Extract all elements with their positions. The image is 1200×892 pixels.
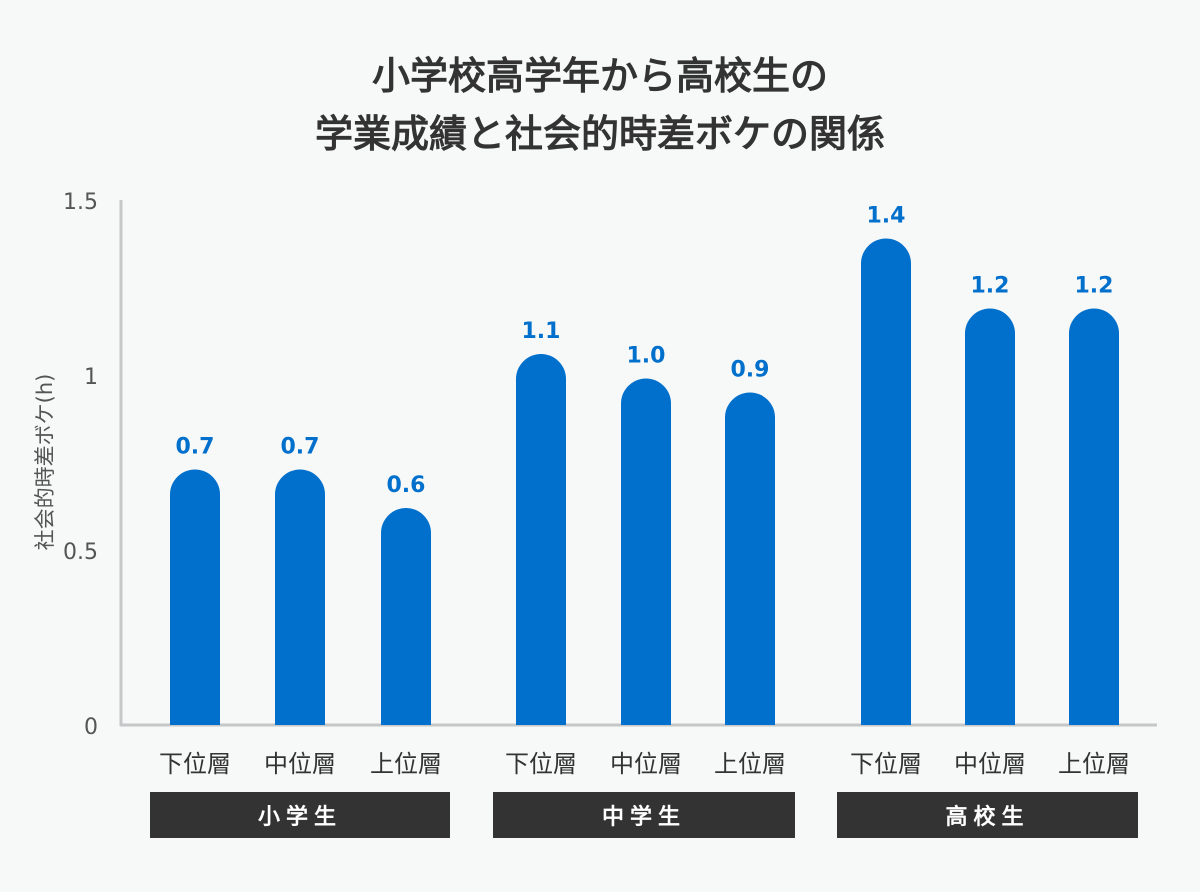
data-label: 1.2: [971, 274, 1010, 299]
x-tick-label: 中位層: [264, 750, 336, 778]
chart-title-line-2: 学業成績と社会的時差ボケの関係: [314, 112, 885, 156]
data-label: 0.9: [731, 358, 770, 383]
bar: [725, 392, 775, 725]
bar: [275, 469, 325, 725]
data-label: 1.4: [867, 204, 906, 229]
y-tick-label: 0: [84, 715, 98, 740]
data-label: 1.0: [627, 344, 666, 369]
y-tick-label: 1.5: [63, 190, 98, 215]
x-tick-label: 中位層: [954, 750, 1026, 778]
data-label: 0.7: [281, 435, 320, 460]
group-label: 中学生: [493, 792, 795, 838]
group-label: 高校生: [837, 792, 1138, 838]
bar: [861, 238, 911, 725]
bar: [170, 469, 220, 725]
x-tick-label: 上位層: [714, 750, 786, 778]
bar: [965, 308, 1015, 725]
y-axis-label: 社会的時差ボケ(h): [33, 374, 57, 551]
x-tick-label: 中位層: [610, 750, 682, 778]
chart-title-line-1: 小学校高学年から高校生の: [371, 54, 828, 98]
group-label: 小学生: [150, 792, 450, 838]
data-label: 1.1: [522, 319, 561, 344]
x-tick-label: 下位層: [850, 750, 922, 778]
bar: [1069, 308, 1119, 725]
bar: [516, 354, 566, 725]
x-tick-label: 上位層: [1058, 750, 1130, 778]
data-label: 1.2: [1075, 274, 1114, 299]
x-tick-label: 上位層: [370, 750, 442, 778]
bar: [621, 378, 671, 725]
data-label: 0.7: [176, 435, 215, 460]
bar: [381, 508, 431, 725]
x-tick-label: 下位層: [159, 750, 231, 778]
data-label: 0.6: [387, 473, 426, 498]
y-tick-label: 1: [84, 365, 98, 390]
x-tick-label: 下位層: [505, 750, 577, 778]
y-tick-label: 0.5: [63, 540, 98, 565]
